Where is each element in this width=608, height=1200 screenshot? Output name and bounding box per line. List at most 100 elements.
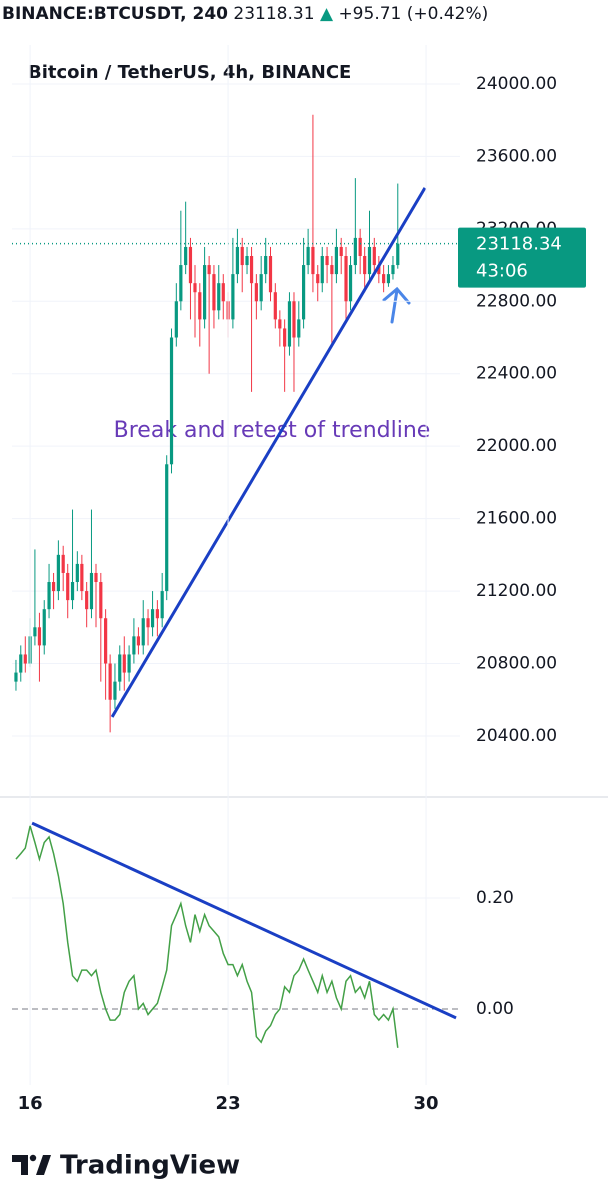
candle-body xyxy=(325,256,329,266)
candle-body xyxy=(235,246,240,275)
candle-body xyxy=(278,319,282,329)
candle-body xyxy=(198,292,202,320)
y-tick-label: 20800.00 xyxy=(476,654,557,674)
candle-body xyxy=(146,618,150,628)
y-tick-label: 21200.00 xyxy=(476,581,557,601)
candle-body xyxy=(118,654,122,682)
x-tick-label: 30 xyxy=(414,1093,439,1114)
candle-body xyxy=(132,636,136,655)
price: 23118.31 xyxy=(233,4,315,24)
y-tick-label: 21600.00 xyxy=(476,509,557,529)
candle-body xyxy=(51,582,56,592)
candle-body xyxy=(344,256,348,302)
candle-body xyxy=(99,582,103,619)
candle-body xyxy=(358,237,362,257)
candle-body xyxy=(150,609,155,628)
candle-body xyxy=(70,582,75,601)
candle-body xyxy=(311,246,315,275)
candle-body xyxy=(165,464,169,592)
candle-body xyxy=(320,256,324,284)
candle-body xyxy=(75,563,79,583)
candle-body xyxy=(160,591,164,619)
indicator-line xyxy=(15,825,399,1048)
candle-body xyxy=(367,246,372,275)
candle-body xyxy=(249,256,254,284)
candle-body xyxy=(330,265,334,275)
candle-body xyxy=(179,265,183,302)
candle-body xyxy=(104,618,108,664)
candle-body xyxy=(353,237,357,266)
candle-body xyxy=(245,256,249,266)
chart-title: Bitcoin / TetherUS, 4h, BINANCE xyxy=(28,62,351,83)
candle-body xyxy=(174,301,178,338)
symbol: BINANCE:BTCUSDT, 240 xyxy=(2,4,229,24)
candle-body xyxy=(372,246,376,266)
y-tick-label: 23600.00 xyxy=(476,146,557,166)
candle-body xyxy=(348,265,353,302)
candle-body xyxy=(108,663,112,700)
candle-body xyxy=(316,274,320,284)
brand: TradingView xyxy=(60,1151,240,1181)
candle-body xyxy=(382,274,386,284)
candle-body xyxy=(33,627,37,637)
candle-body xyxy=(287,301,292,347)
candle-body xyxy=(254,283,258,302)
candle-body xyxy=(386,274,391,284)
candle-body xyxy=(334,246,339,275)
up-arrow: ▲ xyxy=(319,4,334,24)
y-tick-label: 22000.00 xyxy=(476,436,557,456)
candle-body xyxy=(264,256,268,275)
y-tick-label: 24000.00 xyxy=(476,74,557,94)
candle-body xyxy=(47,582,51,610)
candle-body xyxy=(37,627,42,646)
candle-body xyxy=(85,591,89,610)
candle-body xyxy=(66,572,70,601)
candle-body xyxy=(169,337,174,465)
candle-body xyxy=(136,636,141,646)
header: BINANCE:BTCUSDT, 240 23118.31 ▲ +95.71 (… xyxy=(0,0,608,28)
candle-body xyxy=(297,319,301,338)
candle-body xyxy=(193,283,197,293)
candle-body xyxy=(217,283,221,311)
candle-body xyxy=(127,654,131,673)
candle-body xyxy=(306,246,310,266)
candle-body xyxy=(377,265,381,275)
candle-body xyxy=(80,563,84,592)
candle-body xyxy=(292,301,296,338)
candle-body xyxy=(94,572,98,583)
candle-body xyxy=(89,572,94,610)
candle-body xyxy=(42,609,46,646)
candle-body xyxy=(240,246,244,266)
candle-body xyxy=(113,681,117,700)
candle-body xyxy=(268,256,273,293)
arrow-annotation xyxy=(382,286,411,324)
y-tick-label: 22400.00 xyxy=(476,364,557,384)
y-tick-label: 20400.00 xyxy=(476,726,557,746)
candle-body xyxy=(283,328,287,347)
trendline xyxy=(31,821,457,1020)
x-tick-label: 16 xyxy=(18,1093,43,1114)
x-tick-label: 23 xyxy=(216,1093,241,1114)
candle-body xyxy=(23,654,27,664)
y-tick-label: 0.20 xyxy=(476,888,514,908)
candle-body xyxy=(14,672,18,682)
candle-body xyxy=(184,246,188,266)
candle-body xyxy=(339,246,343,257)
candle-body xyxy=(391,265,395,275)
candle-body xyxy=(61,554,65,573)
candle-body xyxy=(141,618,145,646)
brand-logo xyxy=(12,1154,51,1175)
candle-body xyxy=(301,265,306,320)
candle-body xyxy=(259,274,263,302)
candle-body xyxy=(188,246,193,284)
y-tick-label: 22800.00 xyxy=(476,291,557,311)
candle-body xyxy=(212,274,216,311)
candle-body xyxy=(363,256,367,275)
change: +95.71 (+0.42%) xyxy=(338,4,489,24)
candle-body xyxy=(203,265,207,320)
last-price-label: 23118.34 xyxy=(476,234,562,255)
candle-body xyxy=(221,283,225,302)
candle-body xyxy=(273,292,277,320)
